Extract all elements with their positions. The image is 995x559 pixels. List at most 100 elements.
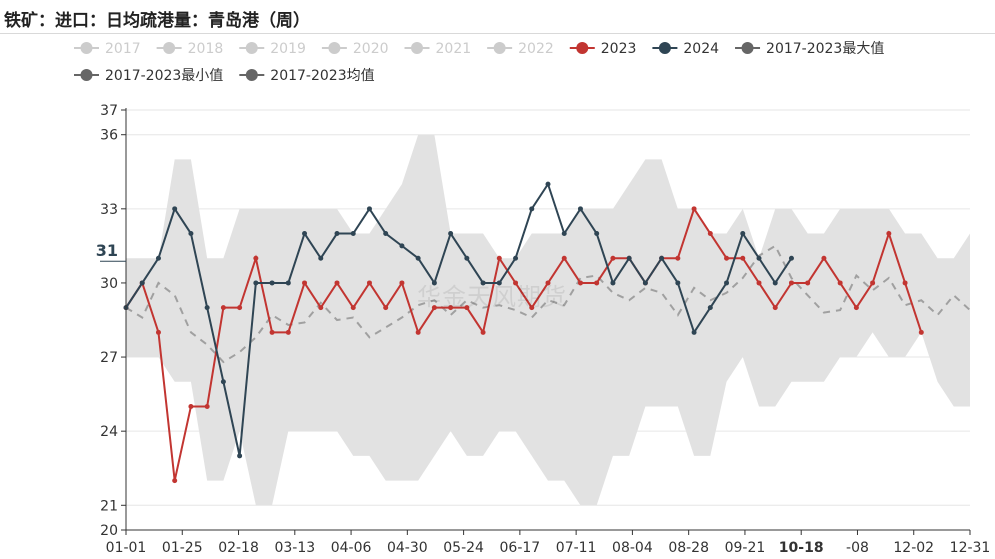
legend-item-2019[interactable]: 2019 [239,41,306,57]
x-tick-label: 05-24 [443,540,484,556]
y-tick-label: 37 [100,103,118,119]
x-tick-label: 08-28 [668,540,709,556]
x-tick-label: 02-18 [218,540,259,556]
legend-dot [741,42,754,54]
data-point-2023 [594,280,600,286]
data-point-2024 [626,255,632,261]
data-point-2024 [756,255,762,261]
band-area [126,134,970,506]
y-tick-label: 27 [100,350,118,366]
title-divider [0,33,995,34]
data-point-2023 [870,280,876,286]
legend-item-2022[interactable]: 2022 [487,41,554,57]
data-point-2024 [561,231,567,237]
legend-label: 2020 [353,41,389,57]
data-point-2024 [399,243,405,249]
data-point-2023 [253,255,259,261]
data-point-2024 [513,255,519,261]
axes: 20 21 24 27 30 33 36 37 01-01 01-25 02-18 03-13 04-0… [100,103,990,556]
data-point-2024 [642,280,648,286]
y-tick-label: 33 [100,202,118,218]
x-tick-label: 12-31 [950,540,991,556]
y-tick-label: 36 [100,128,118,144]
data-point-2023 [529,305,535,311]
y-tick-label: 24 [100,424,118,440]
data-point-2023 [756,280,762,286]
legend-dot [658,42,671,54]
data-point-2023 [334,280,340,286]
legend-dot [493,42,506,54]
legend-item-2021[interactable]: 2021 [404,41,472,57]
x-tick-label: 01-25 [162,540,203,556]
legend-label: 2017 [105,41,141,57]
data-point-2024 [172,206,178,212]
chart-legend[interactable]: 2017 2018 2019 2020 2021 2022 2023 2024 2017-202… [74,41,884,84]
legend-dot [576,42,589,54]
x-tick-label: 08-04 [612,540,653,556]
data-point-2024 [383,231,389,237]
data-point-2024 [788,255,794,261]
series-line-2023 [125,206,923,481]
data-point-2023 [496,255,502,261]
data-point-2023 [577,280,583,286]
data-point-2023 [805,280,811,286]
data-point-2024 [350,231,356,237]
data-point-2024 [594,231,600,237]
legend-item-2023[interactable]: 2023 [569,41,637,57]
data-point-2024 [545,181,551,187]
x-tick-label: 12-02 [893,540,934,556]
data-point-2023 [545,280,551,286]
data-point-2023 [513,280,519,286]
legend-item-2017[interactable]: 2017 [74,41,141,57]
data-point-2023 [285,329,291,335]
legend-label: 2019 [270,41,306,57]
data-point-2023 [772,305,778,311]
series-line-2024 [125,181,793,457]
legend-label: 2017-2023最小值 [105,68,223,84]
data-point-2024 [237,453,243,459]
data-point-2024 [772,280,778,286]
x-tick-label: 09-21 [725,540,766,556]
data-point-2023 [480,329,486,335]
data-point-2023 [675,255,681,261]
data-point-2024 [464,255,470,261]
data-point-2023 [383,305,389,311]
data-point-2023 [399,280,405,286]
data-point-2024 [724,280,730,286]
legend-item-2024[interactable]: 2024 [652,41,719,57]
data-point-2024 [675,280,681,286]
legend-label: 2021 [436,41,472,57]
legend-dot [245,69,258,81]
x-tick-label: 04-30 [387,540,428,556]
x-tick-label: 01-01 [106,540,147,556]
legend-item-2020[interactable]: 2020 [321,41,389,57]
data-point-2023 [269,329,275,335]
legend-item-2017-2023最大值[interactable]: 2017-2023最大值 [735,41,884,57]
data-point-2024 [577,206,583,212]
data-point-2023 [788,280,794,286]
legend-item-2017-2023均值[interactable]: 2017-2023均值 [239,68,375,84]
data-point-2024 [691,329,697,335]
data-point-2023 [707,231,713,237]
legend-item-2017-2023最小值[interactable]: 2017-2023最小值 [74,68,223,84]
data-point-2023 [237,305,243,311]
data-point-2024 [155,255,161,261]
axis-pointer: 31 [96,241,126,262]
data-point-2023 [366,280,372,286]
legend-dot [163,42,176,54]
legend-dot [328,42,341,54]
data-point-2023 [350,305,356,311]
data-point-2024 [318,255,324,261]
legend-item-2018[interactable]: 2018 [156,41,224,57]
data-point-2023 [724,255,730,261]
x-tick-label: 03-13 [274,540,315,556]
data-point-2023 [318,305,324,311]
data-point-2024 [431,280,437,286]
y-tick-label: 30 [100,276,118,292]
data-point-2024 [220,379,226,385]
data-point-2023 [302,280,308,286]
data-point-2024 [480,280,486,286]
data-point-2024 [366,206,372,212]
series-lines [123,181,971,484]
